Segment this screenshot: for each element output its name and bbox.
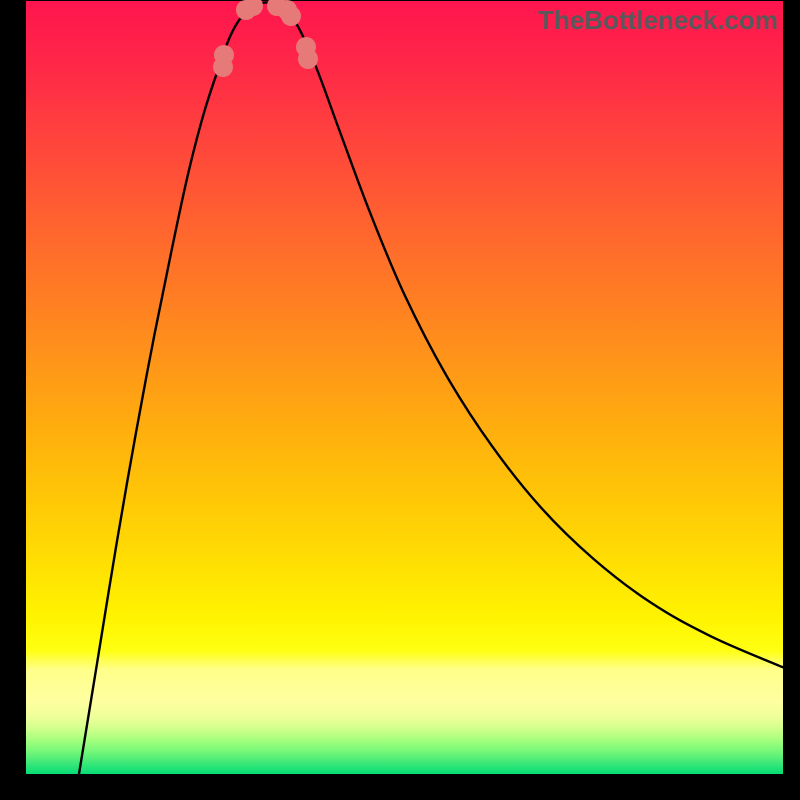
chart-container: TheBottleneck.com: [0, 0, 800, 800]
curve-layer: [26, 1, 783, 774]
plot-area: [26, 1, 783, 774]
data-marker: [298, 49, 318, 69]
bottleneck-curve: [79, 2, 783, 774]
watermark-text: TheBottleneck.com: [538, 5, 778, 36]
